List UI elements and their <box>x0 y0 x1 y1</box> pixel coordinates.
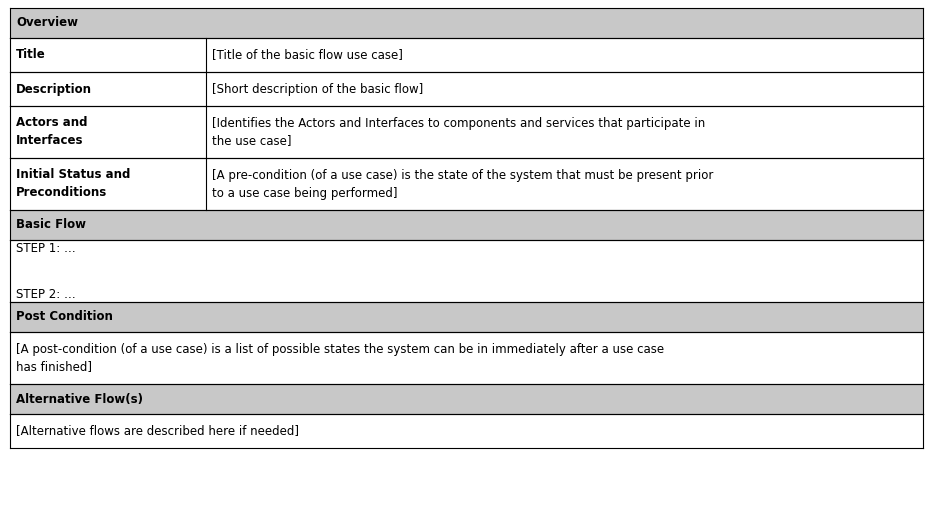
Text: Basic Flow: Basic Flow <box>16 219 86 231</box>
Text: Description: Description <box>16 82 92 96</box>
Bar <box>10 8 923 38</box>
Bar <box>206 38 923 72</box>
Bar <box>10 210 923 240</box>
Text: [Short description of the basic flow]: [Short description of the basic flow] <box>213 82 424 96</box>
Text: [Identifies the Actors and Interfaces to components and services that participat: [Identifies the Actors and Interfaces to… <box>213 117 705 147</box>
Text: Initial Status and
Preconditions: Initial Status and Preconditions <box>16 169 131 200</box>
Bar <box>10 158 206 210</box>
Bar <box>10 38 206 72</box>
Bar <box>206 158 923 210</box>
Text: STEP 1: …

STEP 2: …: STEP 1: … STEP 2: … <box>16 242 76 301</box>
Bar <box>10 302 923 332</box>
Text: Actors and
Interfaces: Actors and Interfaces <box>16 117 88 147</box>
Bar <box>206 72 923 106</box>
Text: Alternative Flow(s): Alternative Flow(s) <box>16 393 143 405</box>
Text: Post Condition: Post Condition <box>16 311 113 323</box>
Text: Overview: Overview <box>16 16 78 29</box>
Bar <box>10 240 923 302</box>
Text: [A pre-condition (of a use case) is the state of the system that must be present: [A pre-condition (of a use case) is the … <box>213 169 714 200</box>
Text: [Alternative flows are described here if needed]: [Alternative flows are described here if… <box>16 425 299 437</box>
Text: Title: Title <box>16 48 46 62</box>
Bar <box>10 72 206 106</box>
Bar <box>10 332 923 384</box>
Text: [Title of the basic flow use case]: [Title of the basic flow use case] <box>213 48 403 62</box>
Text: [A post-condition (of a use case) is a list of possible states the system can be: [A post-condition (of a use case) is a l… <box>16 343 664 373</box>
Bar <box>10 414 923 448</box>
Bar <box>206 106 923 158</box>
Bar <box>10 384 923 414</box>
Bar <box>10 106 206 158</box>
